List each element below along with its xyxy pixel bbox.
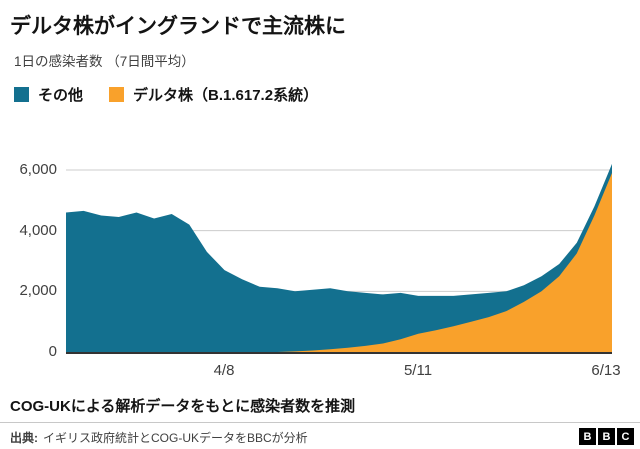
y-axis-tick-0: 0 — [48, 343, 57, 360]
y-axis-tick-2000: 2,000 — [19, 282, 57, 299]
footer-divider — [0, 422, 640, 423]
y-axis-tick-6000: 6,000 — [19, 161, 57, 178]
bbc-logo-block-c: C — [617, 428, 634, 445]
legend: その他 デルタ株（B.1.617.2系統） — [14, 84, 318, 105]
page-title: デルタ株がイングランドで主流株に — [10, 15, 346, 38]
y-axis-tick-4000: 4,000 — [19, 222, 57, 239]
x-axis-tick-may11: 5/11 — [403, 362, 433, 379]
source-line: 出典: イギリス政府統計とCOG-UKデータをBBCが分析 — [10, 429, 308, 446]
source-text: イギリス政府統計とCOG-UKデータをBBCが分析 — [43, 431, 308, 445]
legend-item-others: その他 — [14, 84, 83, 105]
chart-footnote: COG-UKによる解析データをもとに感染者数を推測 — [10, 398, 356, 415]
legend-label-others: その他 — [38, 87, 84, 104]
legend-swatch-delta — [109, 87, 125, 102]
chart-subtitle: 1日の感染者数 （7日間平均） — [14, 54, 195, 69]
legend-swatch-others — [14, 87, 29, 102]
source-label: 出典: — [10, 431, 38, 445]
x-axis-tick-jun13: 6/13 — [591, 362, 621, 379]
legend-item-delta: デルタ株（B.1.617.2系統） — [109, 84, 318, 105]
bbc-logo-block-b1: B — [579, 428, 596, 445]
bbc-logo-block-b2: B — [598, 428, 615, 445]
bbc-logo: B B C — [579, 428, 634, 445]
legend-label-delta: デルタ株（B.1.617.2系統） — [133, 87, 319, 104]
x-axis-tick-apr8: 4/8 — [213, 362, 235, 379]
